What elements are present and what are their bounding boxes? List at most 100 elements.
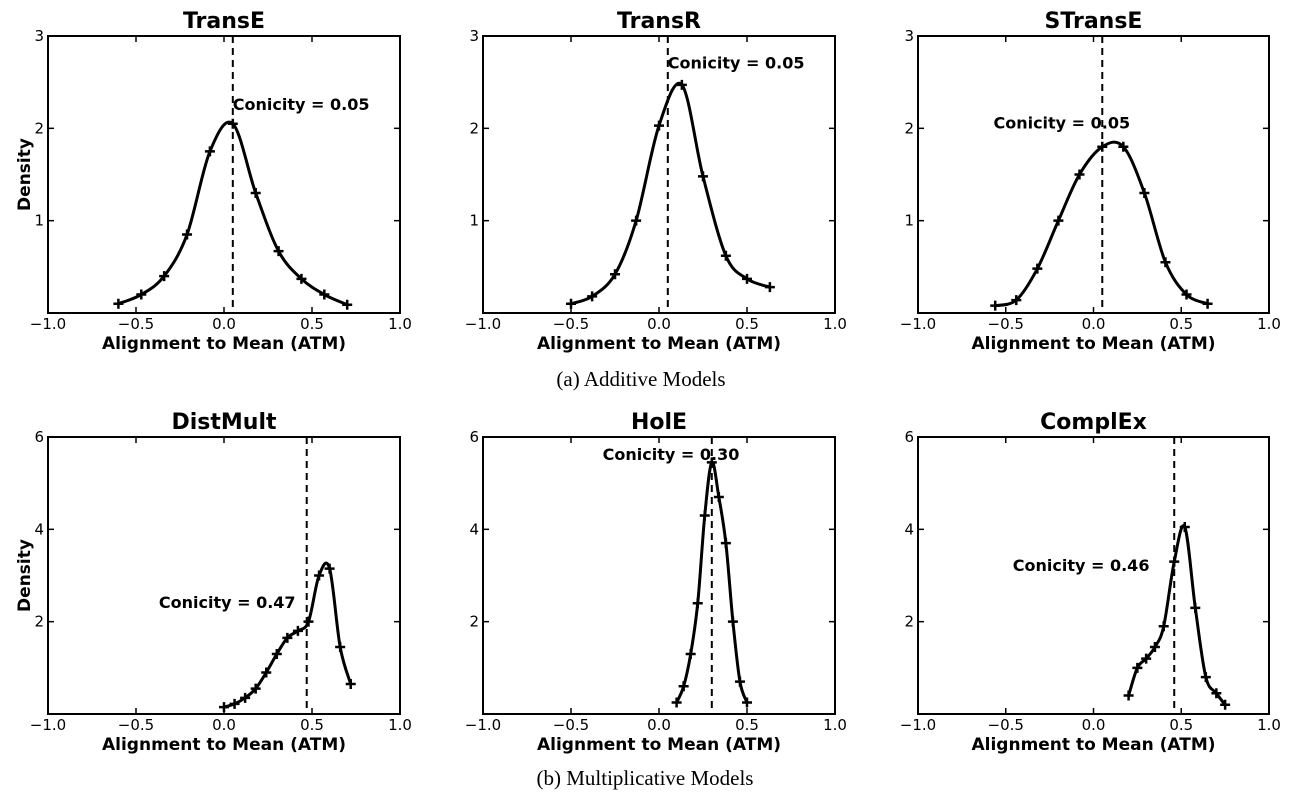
conicity-annotation-stranse: Conicity = 0.05 [993, 113, 1130, 132]
data-point-marker [1190, 602, 1201, 613]
y-tick-label: 4 [904, 520, 914, 538]
data-point-marker [296, 273, 307, 284]
panels-group: TransE Conicity = 0.05 −1.0 −0.5 0.0 0.5 1.0 1 2… [15, 9, 1281, 755]
y-tick-label: 3 [469, 27, 479, 45]
data-point-marker [699, 510, 710, 521]
data-point-marker [678, 681, 689, 692]
data-point-marker [587, 291, 598, 302]
y-tick-label: 2 [904, 119, 914, 137]
data-point-marker [1160, 257, 1171, 268]
y-tick-label: 3 [34, 27, 44, 45]
chart-title-stranse: STransE [1045, 9, 1143, 34]
conicity-annotation-transe: Conicity = 0.05 [233, 95, 370, 114]
data-point-marker [698, 171, 708, 182]
chart-distmult: DistMult Conicity = 0.47 −1.0 −0.5 0.0 0.5 1.0… [15, 410, 412, 755]
conicity-annotation-transr: Conicity = 0.05 [668, 53, 805, 72]
data-point-marker [159, 271, 170, 282]
x-tick-label: −1.0 [30, 716, 66, 734]
x-tick-label: 1.0 [1257, 716, 1281, 734]
data-point-marker [240, 692, 251, 703]
x-tick-label: 0.5 [300, 716, 324, 734]
data-point-marker [1118, 141, 1129, 152]
x-tick-label: −1.0 [900, 315, 936, 333]
x-tick-label: −1.0 [900, 716, 936, 734]
data-point-marker [990, 300, 1001, 311]
axes-frame-hole [482, 436, 836, 715]
y-tick-label: 2 [34, 119, 44, 137]
data-point-marker [685, 648, 696, 659]
x-tick-label: −0.5 [988, 315, 1024, 333]
x-tick-label: −1.0 [465, 315, 501, 333]
data-point-marker [342, 299, 353, 310]
data-point-marker [1181, 289, 1192, 300]
data-point-marker [1149, 642, 1160, 653]
data-point-marker [1211, 688, 1222, 699]
y-tick-label: 6 [904, 428, 914, 446]
data-point-marker [742, 273, 752, 284]
chart-transe: TransE Conicity = 0.05 −1.0 −0.5 0.0 0.5 1.0 1 2… [15, 9, 412, 354]
data-point-marker [271, 648, 282, 659]
data-point-marker [1032, 263, 1043, 274]
x-tick-label: 0.5 [1169, 716, 1193, 734]
x-tick-label: 0.5 [1169, 315, 1193, 333]
data-point-marker [273, 246, 284, 257]
chart-title-complex: ComplEx [1040, 410, 1147, 435]
y-tick-label: 2 [34, 613, 44, 631]
data-point-marker [671, 697, 682, 708]
data-point-marker [1179, 522, 1190, 533]
y-tick-label: 6 [34, 428, 44, 446]
data-point-marker [319, 289, 330, 300]
chart-hole: HolE Conicity = 0.30 −1.0 −0.5 0.0 0.5 1.0 2 4 6 A… [465, 410, 847, 755]
data-point-marker [1220, 699, 1231, 710]
chart-complex: ComplEx Conicity = 0.46 −1.0 −0.5 0.0 0.5 1.0 2… [900, 410, 1281, 755]
data-point-marker [692, 598, 703, 609]
y-tick-label: 4 [469, 520, 479, 538]
data-point-marker [734, 676, 745, 687]
x-tick-label: 1.0 [388, 716, 412, 734]
data-point-marker [182, 229, 193, 240]
chart-title-transe: TransE [183, 9, 265, 34]
y-tick-label: 1 [469, 212, 479, 230]
y-axis-label-transe: Density [15, 138, 35, 211]
x-tick-label: 0.0 [1082, 716, 1106, 734]
data-point-marker [314, 570, 325, 581]
caption-additive: (a) Additive Models [556, 367, 725, 391]
data-point-marker [250, 683, 261, 694]
data-point-marker [261, 667, 272, 678]
x-tick-label: 1.0 [1257, 315, 1281, 333]
x-tick-label: 0.5 [735, 315, 759, 333]
x-tick-label: 0.0 [1082, 315, 1106, 333]
data-point-marker [1202, 298, 1213, 309]
data-point-marker [713, 492, 724, 503]
data-point-marker [136, 289, 147, 300]
data-point-marker [250, 187, 261, 198]
data-point-marker [113, 298, 124, 309]
density-curve-transr [569, 81, 772, 306]
y-tick-label: 1 [34, 212, 44, 230]
data-point-marker [324, 563, 335, 574]
y-tick-label: 4 [34, 520, 44, 538]
data-point-marker [742, 697, 752, 708]
data-point-marker [1053, 215, 1064, 226]
x-tick-label: −0.5 [118, 315, 154, 333]
data-point-marker [727, 616, 738, 627]
x-tick-label: 1.0 [388, 315, 412, 333]
data-point-marker [204, 146, 215, 157]
data-point-marker [335, 642, 346, 653]
x-tick-label: 0.0 [647, 716, 671, 734]
axes-frame-complex [917, 436, 1270, 715]
data-point-marker [720, 250, 731, 261]
data-point-marker [1139, 187, 1150, 198]
x-axis-label-transr: Alignment to Mean (ATM) [537, 334, 781, 354]
data-point-marker [720, 538, 731, 549]
chart-title-transr: TransR [617, 9, 701, 34]
x-tick-label: −0.5 [988, 716, 1024, 734]
axes-frame-transe [47, 35, 401, 314]
data-point-marker [676, 79, 687, 90]
y-tick-label: 6 [469, 428, 479, 446]
x-axis-label-hole: Alignment to Mean (ATM) [537, 735, 781, 755]
data-point-marker [303, 616, 314, 627]
data-point-marker [1141, 653, 1152, 664]
x-tick-label: 0.0 [647, 315, 671, 333]
